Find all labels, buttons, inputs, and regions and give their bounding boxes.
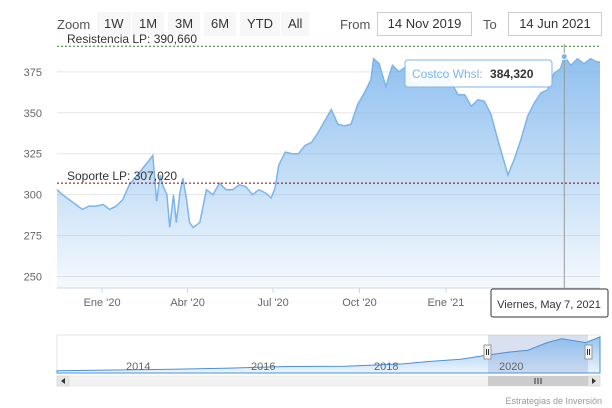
from-label: From bbox=[340, 17, 371, 32]
support-label: Soporte LP: 307,020 bbox=[67, 169, 177, 183]
from-date-input[interactable]: 14 Nov 2019 bbox=[377, 12, 472, 36]
navigator-year-2018: 2018 bbox=[374, 361, 398, 373]
range-button-1w[interactable]: 1W bbox=[97, 12, 131, 36]
navigator-year-2020: 2020 bbox=[499, 361, 523, 373]
navigator-year-2014: 2014 bbox=[126, 361, 150, 373]
price-line bbox=[56, 54, 600, 229]
x-tick-label-3: Oct '20 bbox=[342, 297, 377, 309]
credits-text[interactable]: Estrategias de Inversión bbox=[505, 396, 602, 406]
price-area bbox=[57, 56, 600, 288]
tooltip-value: 384,320 bbox=[490, 67, 534, 81]
x-axis-date-tooltip: Viernes, May 7, 2021 bbox=[490, 288, 609, 318]
x-tick-label-2: Jul '20 bbox=[257, 297, 288, 309]
range-button-6m[interactable]: 6M bbox=[204, 12, 237, 36]
date-tooltip-label: Viernes, May 7, 2021 bbox=[497, 299, 601, 311]
x-tick-label-1: Abr '20 bbox=[170, 297, 205, 309]
arrow-right-icon bbox=[592, 378, 596, 384]
tooltip: Costco Whsl: 384,320 bbox=[404, 59, 553, 88]
svg-text:Costco Whsl: 384,320: Costco Whsl: 384,320 bbox=[412, 67, 534, 81]
y-tick-label-325: 325 bbox=[24, 149, 42, 161]
x-tick-label-0: Ene '20 bbox=[84, 297, 121, 309]
range-button-all[interactable]: All bbox=[281, 12, 310, 36]
hover-point bbox=[560, 53, 568, 61]
navigator-handle-left[interactable] bbox=[483, 344, 492, 360]
scrollbar-grip[interactable] bbox=[534, 378, 542, 384]
range-selector: Zoom 1W 1M 3M 6M YTD All From 14 Nov 201… bbox=[0, 0, 612, 44]
y-axis: 250 275 300 325 350 375 bbox=[24, 67, 42, 284]
arrow-left-icon bbox=[61, 378, 65, 384]
navigator: 2014 2016 2018 2020 bbox=[56, 334, 601, 374]
x-axis: Ene '20 Abr '20 Jul '20 Oct '20 Ene '21 bbox=[84, 288, 464, 309]
to-date-input[interactable]: 14 Jun 2021 bbox=[508, 12, 602, 36]
navigator-handle-right[interactable] bbox=[584, 344, 593, 360]
y-tick-label-375: 375 bbox=[24, 67, 42, 79]
navigator-year-2016: 2016 bbox=[251, 361, 275, 373]
tooltip-series-name: Costco Whsl: bbox=[412, 67, 483, 81]
y-tick-label-250: 250 bbox=[24, 272, 42, 284]
to-label: To bbox=[483, 17, 497, 32]
y-tick-label-300: 300 bbox=[24, 190, 42, 202]
y-tick-label-275: 275 bbox=[24, 231, 42, 243]
range-button-ytd[interactable]: YTD bbox=[240, 12, 280, 36]
resistance-label: Resistencia LP: 390,660 bbox=[67, 32, 197, 46]
scrollbar[interactable] bbox=[56, 375, 601, 387]
range-button-1m[interactable]: 1M bbox=[132, 12, 165, 36]
range-button-3m[interactable]: 3M bbox=[168, 12, 201, 36]
x-tick-label-4: Ene '21 bbox=[427, 297, 464, 309]
zoom-label: Zoom bbox=[57, 17, 91, 32]
date-tooltip-box bbox=[490, 288, 609, 318]
tooltip-box bbox=[404, 59, 553, 88]
y-tick-label-350: 350 bbox=[24, 108, 42, 120]
